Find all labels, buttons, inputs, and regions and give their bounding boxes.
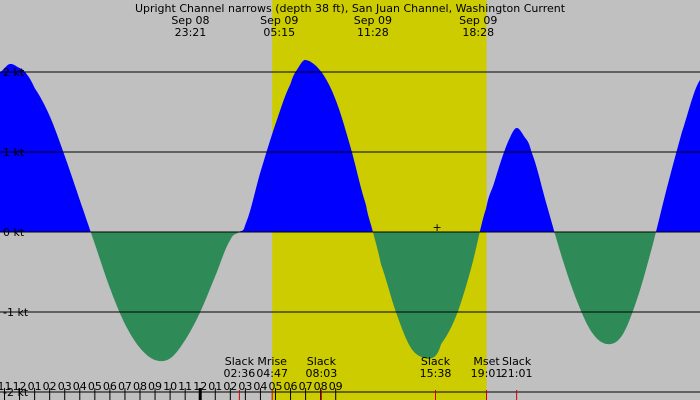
chart-title: Upright Channel narrows (depth 38 ft), S… [135,2,566,15]
bottom-event-name: Slack [502,355,532,368]
hour-tick-label: 09 [148,380,162,393]
hour-tick-label: 12 [193,380,207,393]
y-tick-label: 2 kt [3,66,25,79]
y-tick-label: -1 kt [3,306,29,319]
top-event-date: Sep 09 [354,14,392,27]
curve-markers: + [433,221,442,234]
bottom-event-name: Slack [307,355,337,368]
top-event-time: 11:28 [357,26,389,39]
ebb-segment-3 [373,230,480,359]
hour-tick-label: 11 [0,380,12,393]
bottom-event-labels: Slack02:36Mrise04:47Slack08:03Slack15:38… [224,355,533,380]
hour-tick-label: 12 [13,380,27,393]
hour-tick-label: 02 [43,380,57,393]
ebb-segment-5 [555,231,656,345]
bottom-event-time: 08:03 [306,367,338,380]
flood-segment-2 [240,59,373,233]
hour-axis: 11 12 01 02 03 04 05 06 07 08 09 10 11 12 01 02 03 04 05 06… [0,380,518,400]
bottom-event-time: 02:36 [224,367,256,380]
slack-marker: + [433,221,442,234]
hour-tick-label: 04 [253,380,267,393]
top-event-date: Sep 09 [260,14,298,27]
bottom-event-name: Slack [225,355,255,368]
hour-tick-label: 05 [88,380,102,393]
top-event-date: Sep 09 [459,14,497,27]
hour-tick-label: 08 [133,380,147,393]
hour-tick-label: 06 [103,380,117,393]
y-gridlines: 2 kt 1 kt 0 kt -1 kt -2 kt [0,66,700,399]
hour-tick-label: 01 [28,380,42,393]
hour-tick-label: 11 [178,380,192,393]
hour-tick-label: 01 [208,380,222,393]
y-tick-label: 0 kt [3,226,25,239]
bottom-event-name: Mrise [257,355,287,368]
hour-tick-label: 03 [238,380,252,393]
bottom-event-time: 21:01 [501,367,533,380]
hour-tick-label: 08 [314,380,328,393]
flood-segment-0 [0,63,91,233]
hour-tick-label: 07 [299,380,313,393]
ebb-segment-1 [91,231,240,362]
y-tick-label: -2 kt [3,386,29,399]
hour-tick-label: 10 [163,380,177,393]
current-curve [0,59,700,362]
hour-tick-label: 09 [329,380,343,393]
top-event-time: 05:15 [263,26,295,39]
bottom-event-time: 04:47 [256,367,288,380]
bottom-event-name: Slack [421,355,451,368]
hour-tick-label: 03 [58,380,72,393]
hour-tick-label: 07 [118,380,132,393]
flood-segment-4 [480,127,555,235]
top-event-time: 23:21 [175,26,207,39]
y-tick-label: 1 kt [3,146,25,159]
hour-tick-label: 02 [223,380,237,393]
bottom-event-time: 15:38 [420,367,452,380]
bottom-event-name: Mset [473,355,500,368]
hour-tick-label: 06 [284,380,298,393]
hour-tick-label: 05 [268,380,282,393]
top-event-date: Sep 08 [171,14,209,27]
hour-tick-label: 04 [73,380,87,393]
flood-segment-6 [656,80,700,232]
bottom-event-time: 19:01 [471,367,503,380]
top-event-time: 18:28 [462,26,494,39]
